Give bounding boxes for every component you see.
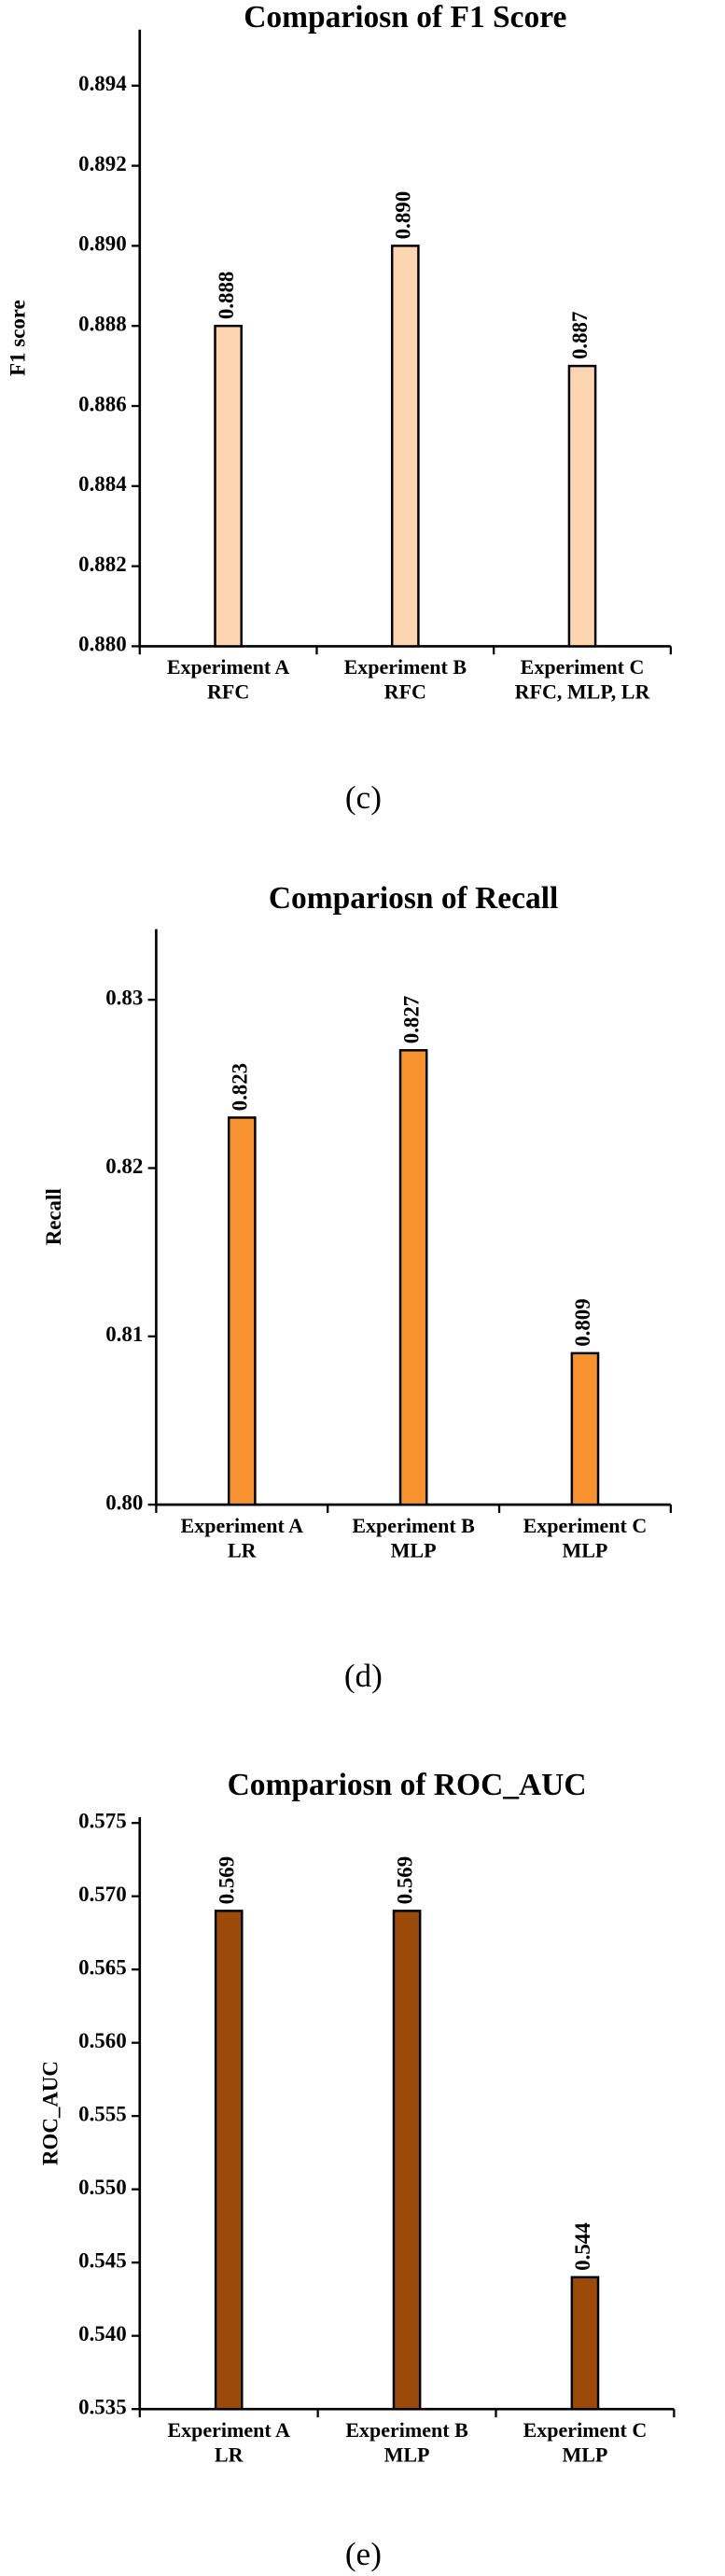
y-axis-label: F1 score [6, 300, 29, 376]
value-label: 0.569 [393, 1856, 416, 1905]
x-tick-label: MLP [562, 2443, 607, 2466]
y-axis-label: Recall [42, 1188, 65, 1245]
value-label: 0.809 [571, 1298, 594, 1347]
value-label: 0.890 [392, 191, 415, 240]
y-tick-label: 0.540 [78, 2322, 127, 2345]
bar [214, 324, 243, 648]
chart-title: Compariosn of ROC_AUC [228, 1768, 587, 1802]
y-tick-label: 0.890 [78, 232, 127, 256]
x-tick-label: Experiment B [345, 2418, 468, 2442]
bar [227, 1116, 257, 1506]
x-tick-label: MLP [562, 1538, 607, 1561]
bar [570, 1351, 600, 1506]
y-tick-label: 0.535 [78, 2395, 127, 2418]
chart-title: Compariosn of Recall [269, 881, 559, 916]
x-tick-label: LR [228, 1538, 258, 1561]
bar [570, 2275, 600, 2411]
x-tick-label: Experiment B [352, 1514, 475, 1537]
x-tick-label: Experiment A [167, 2418, 290, 2442]
y-tick-label: 0.888 [78, 312, 127, 335]
y-tick-label: 0.81 [105, 1323, 143, 1346]
bar [398, 1049, 428, 1506]
chart-title: Compariosn of F1 Score [244, 0, 566, 35]
y-tick-label: 0.565 [78, 1955, 127, 1979]
value-label: 0.569 [215, 1856, 238, 1905]
bar [214, 1910, 244, 2411]
x-tick-label: MLP [391, 1538, 437, 1561]
x-tick-label: Experiment A [167, 655, 290, 679]
x-tick-label: RFC [384, 680, 426, 704]
value-label: 0.887 [568, 312, 592, 360]
y-tick-label: 0.570 [78, 1883, 127, 1906]
y-tick-label: 0.83 [105, 986, 143, 1009]
y-tick-label: 0.882 [78, 553, 127, 576]
value-label: 0.888 [215, 272, 238, 320]
caption: (c) [345, 779, 382, 816]
x-tick-label: Experiment B [344, 655, 467, 679]
y-tick-label: 0.555 [78, 2102, 127, 2125]
x-tick-label: Experiment A [181, 1514, 304, 1537]
x-tick-label: Experiment C [523, 2418, 648, 2442]
x-tick-label: RFC [207, 680, 249, 704]
y-tick-label: 0.886 [78, 392, 127, 415]
y-tick-label: 0.550 [78, 2176, 127, 2199]
y-tick-label: 0.892 [78, 152, 127, 175]
y-tick-label: 0.545 [78, 2248, 127, 2272]
y-tick-label: 0.80 [105, 1491, 143, 1514]
y-tick-label: 0.82 [105, 1155, 143, 1178]
x-tick-label: RFC, MLP, LR [515, 680, 651, 704]
value-label: 0.827 [399, 996, 423, 1044]
y-axis-label: ROC_AUC [39, 2061, 63, 2165]
y-tick-label: 0.884 [78, 472, 127, 496]
y-tick-label: 0.880 [78, 633, 127, 656]
value-label: 0.823 [229, 1063, 252, 1112]
x-tick-label: LR [215, 2443, 244, 2466]
y-tick-label: 0.894 [78, 72, 127, 95]
bar [567, 364, 597, 648]
caption: (d) [344, 1658, 383, 1694]
x-tick-label: MLP [384, 2443, 430, 2466]
value-label: 0.544 [571, 2222, 594, 2271]
x-tick-label: Experiment C [523, 1514, 648, 1537]
x-tick-label: Experiment C [521, 655, 645, 679]
y-tick-label: 0.560 [78, 2029, 127, 2052]
bar [392, 1910, 422, 2411]
y-tick-label: 0.575 [78, 1809, 127, 1832]
caption: (e) [345, 2536, 382, 2572]
bar [390, 245, 420, 648]
